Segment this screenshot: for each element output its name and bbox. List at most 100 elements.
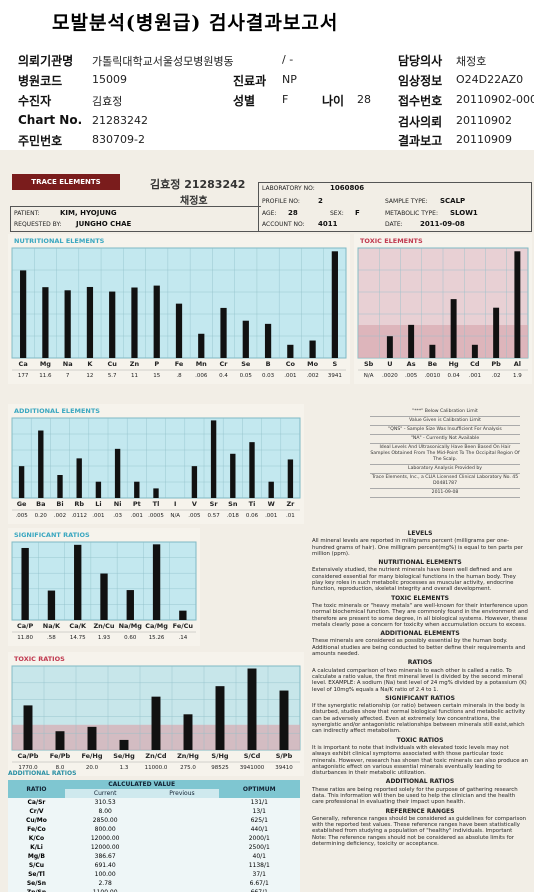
value-label: .001: [265, 513, 277, 519]
current-value: 386.67: [94, 853, 116, 860]
category-label: Tl: [153, 500, 160, 508]
field-label: 병원코드: [18, 74, 63, 88]
value-label: 7: [66, 373, 70, 379]
category-label: Fe/Hg: [81, 752, 102, 760]
category-label: Mo: [307, 360, 318, 368]
table-row: Ca/Sr 310.53 131/1: [8, 798, 300, 807]
section-heading: REFERENCE RANGES: [385, 807, 455, 815]
category-label: S/Hg: [211, 752, 228, 760]
bar: [514, 251, 521, 358]
category-label: Zn: [130, 360, 140, 368]
field-label: 결과보고: [398, 134, 443, 148]
panel-title: NUTRITIONAL ELEMENTS: [14, 237, 105, 245]
field-label: SAMPLE TYPE:: [385, 198, 428, 205]
bar: [331, 251, 338, 358]
field-value: 21283242: [92, 114, 148, 127]
current-value: 2.78: [98, 880, 112, 887]
ratio-name: K/Co: [28, 835, 45, 842]
field-label: 수진자: [18, 94, 52, 108]
current-value: 800.00: [94, 826, 116, 833]
value-label: 20.0: [86, 765, 99, 771]
field-value: 830709-2: [92, 133, 145, 146]
bar: [42, 287, 49, 358]
panel-title: SIGNIFICANT RATIOS: [14, 531, 90, 539]
bar: [198, 333, 205, 358]
table-title: ADDITIONAL RATIOS: [8, 770, 77, 777]
field-label: 진료과: [233, 74, 267, 88]
value-label: 98525: [211, 765, 229, 771]
category-label: Ge: [17, 500, 27, 508]
info-box: [258, 182, 532, 232]
ratio-name: Zn/Sn: [8, 888, 65, 892]
bar: [109, 291, 116, 358]
current-value: 100.00: [94, 871, 116, 878]
legend-line: Value Given is Calibration Limit: [370, 417, 520, 426]
bar: [86, 286, 94, 358]
value-label: 5.7: [108, 373, 117, 379]
column-header: OPTIMUM: [218, 780, 300, 798]
field-value: 28: [357, 93, 371, 106]
previous-value: [145, 807, 218, 816]
section-heading: NUTRITIONAL ELEMENTS: [378, 559, 462, 567]
value-label: 3941000: [240, 765, 265, 771]
section-heading: SIGNIFICANT RATIOS: [385, 694, 455, 702]
bar: [242, 320, 249, 358]
category-label: B: [266, 360, 271, 368]
bar: [23, 705, 33, 750]
value-label: 0.05: [240, 373, 253, 379]
current-value: 12000.00: [90, 835, 120, 842]
additional-chart: ADDITIONAL ELEMENTS Ge .005 Ba 0.20 Bi .002 Rb.…: [8, 404, 304, 524]
optimum-value: 667/1: [219, 888, 301, 892]
field-label: AGE:: [262, 210, 277, 217]
value-label: .001: [131, 513, 143, 519]
previous-value: [145, 843, 218, 852]
section-text: A calculated comparison of two minerals …: [312, 667, 527, 693]
bar: [287, 459, 294, 498]
legend-line: "***" Below Calibration Limit: [370, 408, 520, 417]
significant-ratios-chart: SIGNIFICANT RATIOS Ca/P 11.80 Na/K .58 Ca/K 14…: [8, 528, 200, 646]
value-label: 1770.0: [18, 765, 38, 771]
optimum-value: 625/1: [250, 817, 268, 824]
field-value: SLOW1: [450, 209, 478, 217]
category-label: Ca/Pb: [18, 752, 39, 760]
table-row: S/Cu 691.40 1138/1: [8, 861, 300, 870]
value-label: .001: [469, 373, 481, 379]
current-value: 8.00: [98, 808, 112, 815]
optimum-value: 131/1: [250, 799, 268, 806]
bar: [126, 590, 134, 620]
ratio-name: Ca/Sr: [27, 799, 46, 806]
toxic-ratios-chart: TOXIC RATIOS Ca/Pb 1770.0 Fe/Pb 8.0 Fe/Hg 20.0…: [8, 652, 304, 776]
ratio-name: Fe/Co: [27, 826, 46, 833]
legend-line: Trace Elements, Inc., a CLIA Licensed Cl…: [370, 474, 520, 489]
nutritional-chart: NUTRITIONAL ELEMENTS Ca 177 Mg 11.6 Na 7 K 12 Cu 5…: [8, 234, 350, 384]
value-label: 1.3: [120, 765, 129, 771]
ratio-name: Mg/B: [27, 853, 45, 860]
category-label: Zn/Cd: [145, 752, 166, 760]
legend-line: Laboratory Analysis Provided by: [370, 465, 520, 474]
bar: [64, 290, 71, 358]
field-value: 1060806: [330, 184, 365, 192]
legend-line: Ideal Levels And Ultrasonically Have Bee…: [370, 444, 520, 465]
value-label: .0005: [148, 513, 164, 519]
category-label: Ni: [114, 500, 122, 508]
legend-line: "QNS" - Sample Size Was Insufficient For…: [370, 426, 520, 435]
category-label: Ba: [36, 500, 45, 508]
table-row: K/Li 12000.00 2500/1: [8, 843, 300, 852]
category-label: Mn: [196, 360, 207, 368]
field-label: SEX:: [330, 210, 344, 217]
bar: [18, 466, 25, 498]
category-label: Na/Mg: [119, 622, 143, 630]
field-label: LABORATORY NO:: [262, 185, 315, 192]
bar: [191, 466, 198, 498]
ratio-name: Se/Sn: [26, 880, 47, 887]
field-value: F: [355, 209, 360, 217]
current-value: 310.53: [94, 799, 116, 806]
panel-title: ADDITIONAL ELEMENTS: [14, 407, 100, 415]
optimum-value: 37/1: [252, 871, 266, 878]
field-label: 담당의사: [398, 54, 443, 68]
legend-box: "***" Below Calibration Limit Value Given…: [370, 408, 520, 498]
value-label: 8.0: [56, 765, 65, 771]
bar: [220, 307, 227, 358]
bar: [287, 344, 294, 358]
